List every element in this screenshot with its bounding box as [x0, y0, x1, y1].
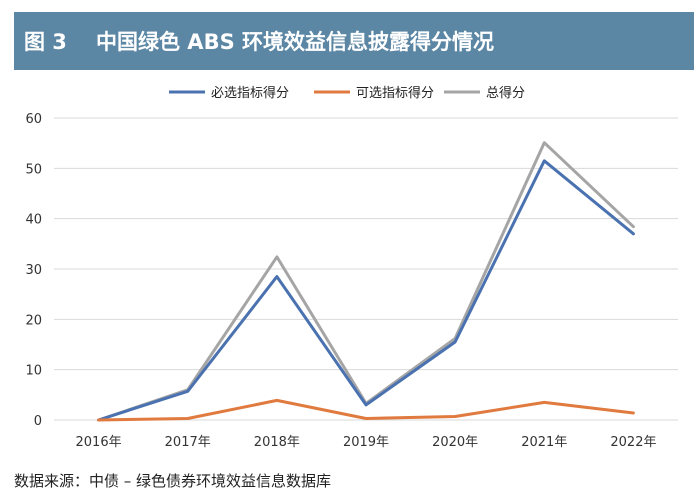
y-tick-label-6: 60 [25, 112, 42, 127]
figure-title: 中国绿色 ABS 环境效益信息披露得分情况 [96, 30, 495, 54]
series-line-2 [97, 141, 635, 422]
y-tick-label-3: 30 [25, 263, 42, 278]
source-note: 数据来源：中债 – 绿色债券环境效益信息数据库 [14, 472, 332, 490]
y-tick-label-1: 10 [25, 364, 42, 379]
x-tick-label-4: 2020年 [432, 435, 478, 450]
y-tick-label-2: 20 [25, 313, 42, 328]
x-tick-label-6: 2022年 [610, 435, 656, 450]
series-line-0 [97, 159, 635, 422]
y-tick-label-5: 50 [25, 162, 42, 177]
y-tick-label-0: 0 [34, 414, 42, 429]
line-chart: 0 10 20 30 40 50 60 2016年 2017年 2018年 2019年 2020年 20… [25, 85, 678, 450]
figure-header: 图 3 中国绿色 ABS 环境效益信息披露得分情况 [14, 12, 694, 70]
x-tick-label-3: 2019年 [343, 435, 389, 450]
x-tick-label-0: 2016年 [76, 435, 122, 450]
legend-label-0: 必选指标得分 [211, 85, 289, 101]
x-tick-label-2: 2018年 [254, 435, 300, 450]
legend-label-2: 总得分 [486, 85, 525, 101]
chart-area: 0 10 20 30 40 50 60 2016年 2017年 2018年 2019年 2020年 20… [14, 70, 694, 460]
x-tick-label-1: 2017年 [165, 435, 211, 450]
legend-label-1: 可选指标得分 [356, 85, 434, 101]
x-tick-label-5: 2021年 [521, 435, 567, 450]
series-line-1 [97, 398, 635, 422]
figure-number: 图 3 [24, 30, 67, 54]
y-tick-label-4: 40 [25, 213, 42, 228]
